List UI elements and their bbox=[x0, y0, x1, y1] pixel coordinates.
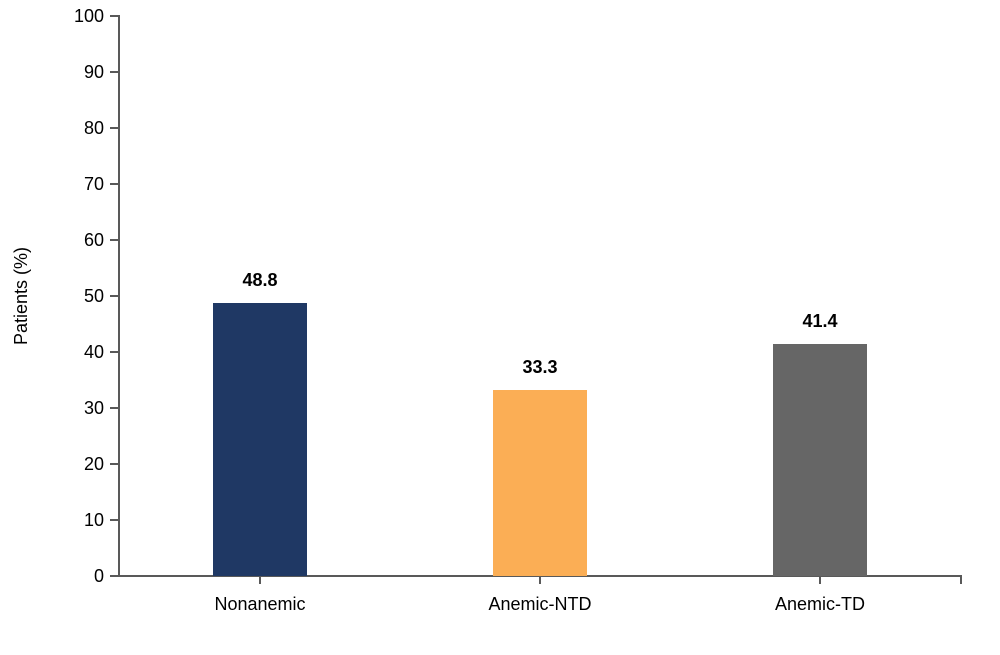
y-axis-tick-label: 10 bbox=[83, 510, 104, 530]
x-axis-category-label: Anemic-NTD bbox=[488, 594, 592, 614]
y-axis-tick bbox=[110, 239, 118, 241]
bar-value-label: 41.4 bbox=[802, 311, 838, 332]
y-axis-line bbox=[118, 15, 120, 577]
y-axis-tick-label: 80 bbox=[83, 118, 104, 138]
y-axis-tick bbox=[110, 575, 118, 577]
bar-value-label: 33.3 bbox=[522, 356, 558, 377]
y-axis-tick bbox=[110, 463, 118, 465]
y-axis-tick bbox=[110, 295, 118, 297]
x-axis-category-label: Nonanemic bbox=[214, 594, 306, 614]
x-axis-tick bbox=[819, 577, 821, 584]
bar-anemic-ntd bbox=[493, 389, 587, 576]
bar-value-label: 48.8 bbox=[242, 269, 278, 290]
y-axis-tick bbox=[110, 519, 118, 521]
y-axis-tick-label: 60 bbox=[83, 230, 104, 250]
x-axis-category-label: Anemic-TD bbox=[774, 594, 865, 614]
y-axis-tick-label: 70 bbox=[83, 174, 104, 194]
x-axis-line bbox=[118, 575, 962, 577]
y-axis-tick-label: 100 bbox=[73, 6, 104, 26]
y-axis-tick bbox=[110, 183, 118, 185]
y-axis-tick-label: 90 bbox=[83, 62, 104, 82]
y-axis-tick-label: 0 bbox=[93, 566, 104, 586]
x-axis-tick bbox=[259, 577, 261, 584]
y-axis-title: Patients (%) bbox=[11, 246, 31, 346]
y-axis-tick-label: 30 bbox=[83, 398, 104, 418]
bar-nonanemic bbox=[213, 302, 307, 576]
y-axis-tick bbox=[110, 351, 118, 353]
y-axis-tick bbox=[110, 71, 118, 73]
y-axis-tick bbox=[110, 407, 118, 409]
bar-anemic-td bbox=[773, 344, 867, 576]
x-axis-tick bbox=[539, 577, 541, 584]
y-axis-tick bbox=[110, 15, 118, 17]
y-axis-tick-label: 40 bbox=[83, 342, 104, 362]
y-axis-tick bbox=[110, 127, 118, 129]
x-axis-end-tick bbox=[960, 577, 962, 584]
y-axis-tick-label: 20 bbox=[83, 454, 104, 474]
y-axis-tick-label: 50 bbox=[83, 286, 104, 306]
